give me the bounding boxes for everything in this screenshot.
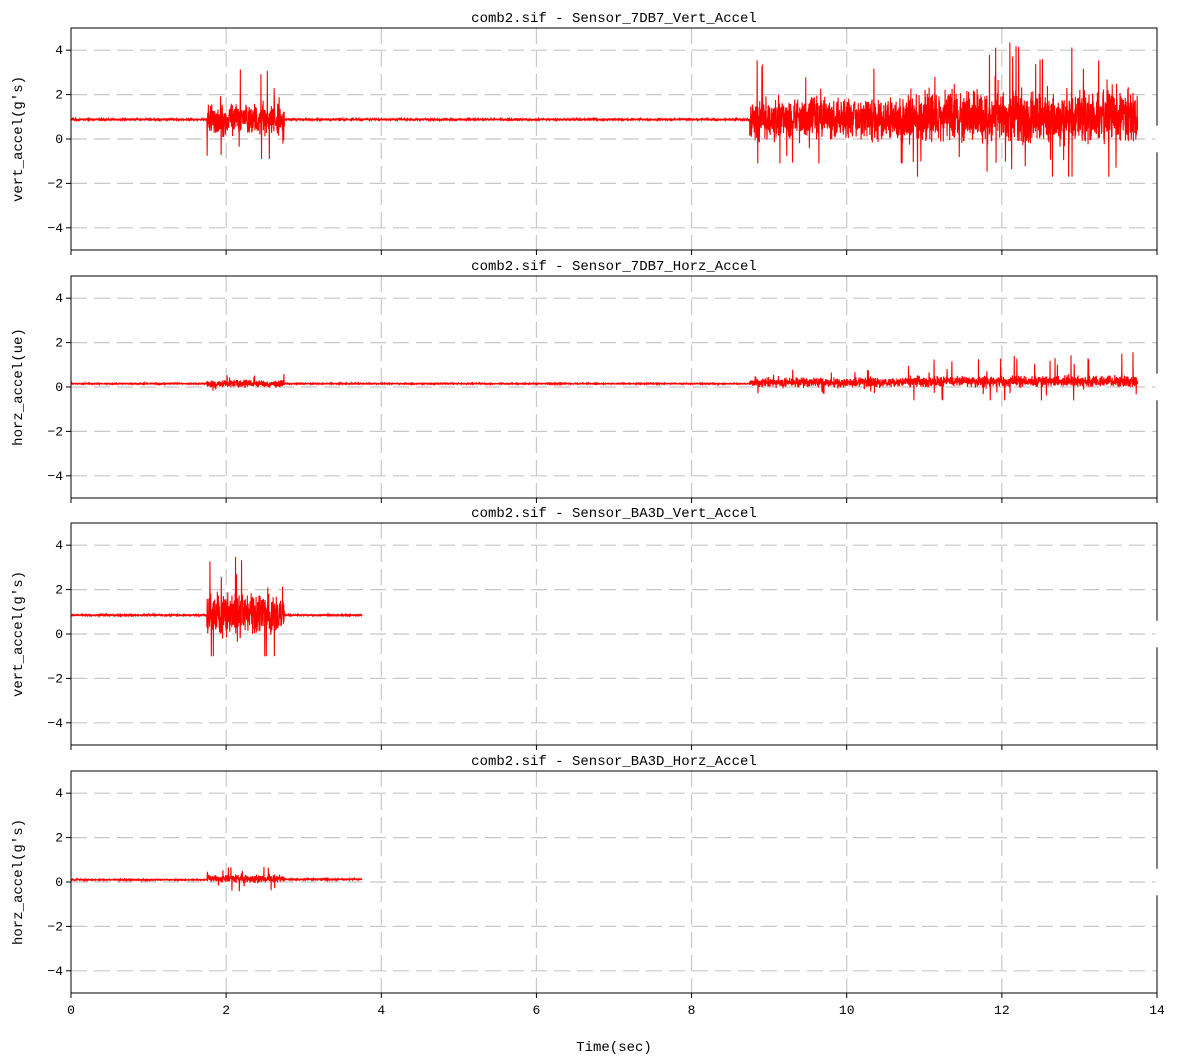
x-tick-label: 8	[688, 1003, 696, 1018]
y-tick-label: 0	[55, 132, 63, 147]
chart-title: comb2.sif - Sensor_7DB7_Vert_Accel	[471, 11, 757, 27]
chart-panel-4: −4 −2 0 2 4 0 2 4 6 8 10 12 14 Time(sec) comb2.sif - S…	[11, 754, 1165, 1056]
x-tick-label: 4	[377, 1003, 385, 1018]
y-tick-label: −2	[47, 176, 63, 191]
y-axis-label: horz_accel(g's)	[11, 819, 27, 945]
y-tick-label: 0	[55, 627, 63, 642]
x-tick-label: 0	[67, 1003, 75, 1018]
y-tick-label: −2	[47, 424, 63, 439]
x-tick-label: 12	[994, 1003, 1010, 1018]
y-tick-label: 4	[55, 43, 63, 58]
x-tick-label: 2	[222, 1003, 230, 1018]
y-tick-label: −4	[47, 221, 63, 236]
y-tick-label: −4	[47, 716, 63, 731]
y-tick-label: 4	[55, 538, 63, 553]
y-tick-label: 4	[55, 786, 63, 801]
y-tick-label: −4	[47, 964, 63, 979]
x-tick-label: 6	[533, 1003, 541, 1018]
y-tick-label: 2	[55, 336, 63, 351]
y-axis-label: vert_accel(g's)	[11, 76, 27, 202]
y-tick-label: −2	[47, 671, 63, 686]
x-tick-label: 10	[839, 1003, 855, 1018]
data-series-line	[70, 352, 1139, 401]
chart-title: comb2.sif - Sensor_BA3D_Vert_Accel	[471, 506, 757, 522]
y-tick-label: 2	[55, 88, 63, 103]
chart-panel-1: −4 −2 0 2 4 comb2.sif - Sensor_7DB7_Vert_Acce…	[11, 11, 1159, 255]
chart-title: comb2.sif - Sensor_BA3D_Horz_Accel	[471, 754, 757, 770]
y-tick-label: 2	[55, 583, 63, 598]
data-series-line	[70, 557, 363, 657]
y-tick-label: 0	[55, 875, 63, 890]
chart-title: comb2.sif - Sensor_7DB7_Horz_Accel	[471, 259, 757, 275]
x-axis-label: Time(sec)	[576, 1040, 652, 1056]
y-tick-label: 0	[55, 380, 63, 395]
x-tick-label: 14	[1149, 1003, 1165, 1018]
data-series-line	[70, 867, 363, 892]
y-axis-label: horz_accel(ue)	[11, 328, 27, 446]
y-axis-label: vert_accel(g's)	[11, 571, 27, 697]
y-tick-label: 2	[55, 831, 63, 846]
chart-panel-3: −4 −2 0 2 4 comb2.sif - Sensor_BA3D_Vert_Acce…	[11, 506, 1159, 750]
y-tick-label: −2	[47, 919, 63, 934]
y-tick-label: 4	[55, 291, 63, 306]
y-tick-label: −4	[47, 469, 63, 484]
chart-panel-2: −4 −2 0 2 4 comb2.sif - Sensor_7DB7_Horz_Acce…	[11, 259, 1159, 503]
data-series-line	[70, 42, 1139, 177]
